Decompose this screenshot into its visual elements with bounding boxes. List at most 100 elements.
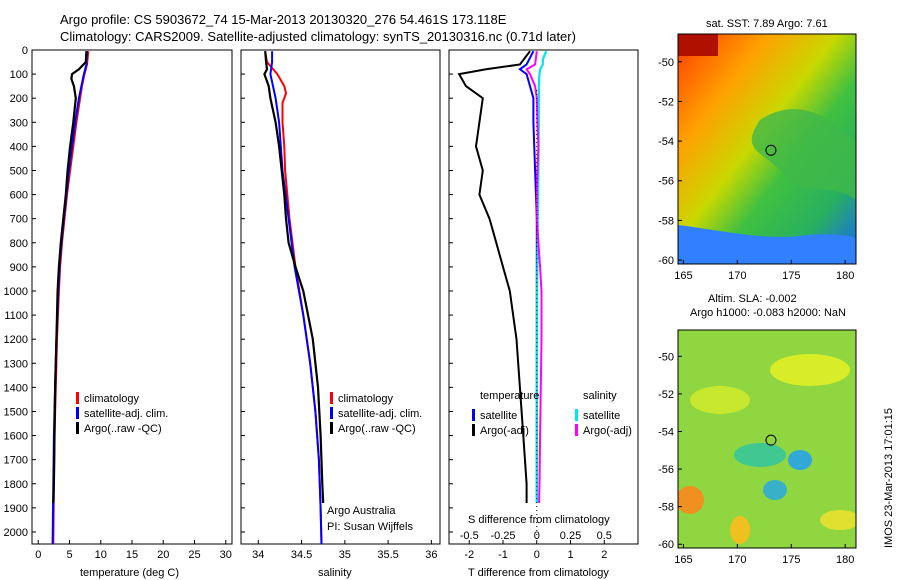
temperature-xtick-label: 15 bbox=[126, 549, 138, 561]
depth-tick-label: 1200 bbox=[4, 334, 28, 346]
sst-map-ytick-label: -50 bbox=[658, 57, 674, 69]
sla-map-subtitle: Argo h1000: -0.083 h2000: NaN bbox=[690, 307, 846, 319]
sla-map-ytick-label: -60 bbox=[658, 539, 674, 551]
temperature-xtick-label: 30 bbox=[220, 549, 232, 561]
difference-xlabel-top: S difference from climatology bbox=[468, 514, 610, 526]
sst-map-ytick-label: -60 bbox=[658, 255, 674, 267]
temperature-xlabel: temperature (deg C) bbox=[80, 567, 179, 579]
institution-label: Argo Australia bbox=[327, 505, 396, 517]
sst-map-xtick-label: 180 bbox=[836, 270, 854, 282]
depth-tick-label: 1400 bbox=[4, 382, 28, 394]
depth-tick-label: 700 bbox=[10, 214, 28, 226]
legend-swatch-1 bbox=[76, 407, 79, 419]
difference-panel bbox=[448, 49, 639, 545]
differences-xtick-label: 0 bbox=[534, 549, 540, 561]
depth-tick-label: 2000 bbox=[4, 527, 28, 539]
sla-map-xtick-label: 165 bbox=[674, 554, 692, 566]
legend-label: satellite-adj. clim. bbox=[84, 408, 168, 420]
salinity-xtick-label: 34.5 bbox=[291, 549, 312, 561]
differences-xtick-label: 2 bbox=[601, 549, 607, 561]
temperature-xtick-label: 5 bbox=[66, 549, 72, 561]
legend-label: satellite-adj. clim. bbox=[338, 408, 422, 420]
sst-map-ytick-label: -56 bbox=[658, 176, 674, 188]
difference-xtick-s-label: -0.25 bbox=[490, 530, 515, 542]
depth-tick-label: 100 bbox=[10, 69, 28, 81]
legend-label: climatology bbox=[84, 393, 140, 405]
imos-stamp: IMOS 23-Mar-2013 17:01:15 bbox=[883, 408, 895, 548]
legend-header-temperature: temperature bbox=[480, 390, 539, 402]
differences-xtick-label: -1 bbox=[498, 549, 508, 561]
sst-map-ytick-label: -58 bbox=[658, 215, 674, 227]
figure-title-line1: Argo profile: CS 5903672_74 15-Mar-2013 … bbox=[60, 12, 507, 27]
difference-xtick-s-label: -0.5 bbox=[460, 530, 479, 542]
temperature-plot: 0 5 10 15 20 25 30 climatology satellite-adj. cl… bbox=[35, 51, 232, 561]
sla-map-argo-marker bbox=[765, 434, 777, 446]
legend-swatch-0 bbox=[330, 392, 333, 404]
sla-map-xtick-label: 175 bbox=[782, 554, 800, 566]
legend-swatch-1 bbox=[330, 407, 333, 419]
sla-map-xtick-label: 170 bbox=[728, 554, 746, 566]
sla-blob bbox=[690, 386, 750, 414]
depth-tick-label: 1100 bbox=[4, 310, 28, 322]
legend-swatch-2 bbox=[330, 422, 333, 434]
sla-blob bbox=[763, 480, 787, 500]
difference-xtick-s-label: 0 bbox=[534, 530, 540, 542]
salinity-xlabel: salinity bbox=[318, 567, 352, 579]
depth-tick-label: 1600 bbox=[4, 431, 28, 443]
differences-xtick-label: -2 bbox=[464, 549, 474, 561]
pi-label: PI: Susan Wijffels bbox=[327, 521, 413, 533]
sst-map-frame bbox=[677, 33, 857, 265]
depth-axis: 0 100 200 300 400 500 600 700 800 900 1000 1100 1200… bbox=[4, 45, 453, 539]
difference-xtick-s-label: 0.5 bbox=[597, 530, 612, 542]
temperature-xtick-label: 20 bbox=[157, 549, 169, 561]
salinity-xtick-label: 35 bbox=[339, 549, 351, 561]
sla-map-frame bbox=[677, 329, 857, 549]
sst-map-argo-marker bbox=[765, 144, 777, 156]
legend-header-salinity: salinity bbox=[583, 390, 617, 402]
sst-warm-patch bbox=[678, 34, 718, 56]
depth-tick-label: 0 bbox=[22, 45, 28, 57]
depth-tick-label: 1300 bbox=[4, 358, 28, 370]
depth-tick-label: 300 bbox=[10, 117, 28, 129]
sst-map-ytick-label: -54 bbox=[658, 136, 674, 148]
salinity-xtick-label: 36 bbox=[425, 549, 437, 561]
legend-swatch-3 bbox=[575, 424, 578, 436]
legend-label: satellite bbox=[583, 410, 620, 422]
legend-label: Argo(..raw -QC) bbox=[338, 423, 416, 435]
depth-tick-label: 900 bbox=[10, 262, 28, 274]
salinity-xtick-label: 35.5 bbox=[377, 549, 398, 561]
sla-blob bbox=[788, 450, 812, 470]
salinity-panel bbox=[240, 49, 441, 545]
sla-map-xtick-label: 180 bbox=[836, 554, 854, 566]
sla-map-ytick-label: -58 bbox=[658, 502, 674, 514]
sla-map bbox=[678, 330, 856, 548]
differences-series-temperature-argo-adj- bbox=[457, 50, 531, 503]
legend-swatch-2 bbox=[76, 422, 79, 434]
sst-map bbox=[678, 34, 856, 264]
sla-map-title: Altim. SLA: -0.002 bbox=[708, 293, 797, 305]
depth-tick-label: 1700 bbox=[4, 455, 28, 467]
legend-label: Argo(..raw -QC) bbox=[84, 423, 162, 435]
legend-swatch-0 bbox=[472, 409, 475, 421]
depth-tick-label: 200 bbox=[10, 93, 28, 105]
salinity-xtick-label: 34 bbox=[252, 549, 264, 561]
sst-map-axes: 165 170 175 180 -50 -52 -54 -56 -58 -60 bbox=[658, 57, 854, 282]
sst-map-title: sat. SST: 7.89 Argo: 7.61 bbox=[706, 18, 828, 30]
sla-blob bbox=[730, 516, 750, 544]
difference-plot: -2 -1 0 1 2 -0.5 -0.25 0 0.25 0.5 temperature salin… bbox=[457, 50, 632, 561]
sst-map-xtick-label: 170 bbox=[728, 270, 746, 282]
sla-blob bbox=[678, 486, 704, 514]
sst-green-patch bbox=[751, 109, 856, 200]
sla-blob bbox=[770, 354, 850, 386]
sla-map-ytick-label: -52 bbox=[658, 389, 674, 401]
depth-tick-label: 1800 bbox=[4, 479, 28, 491]
temperature-panel bbox=[31, 49, 233, 545]
difference-xlabel: T difference from climatology bbox=[468, 567, 609, 579]
salinity-series-satellite-adj-clim- bbox=[269, 51, 323, 545]
temperature-xtick-label: 25 bbox=[188, 549, 200, 561]
temperature-xtick-label: 10 bbox=[95, 549, 107, 561]
sla-map-ytick-label: -50 bbox=[658, 351, 674, 363]
legend-swatch-1 bbox=[472, 424, 475, 436]
sst-map-xtick-label: 165 bbox=[674, 270, 692, 282]
legend-label: satellite bbox=[480, 410, 517, 422]
